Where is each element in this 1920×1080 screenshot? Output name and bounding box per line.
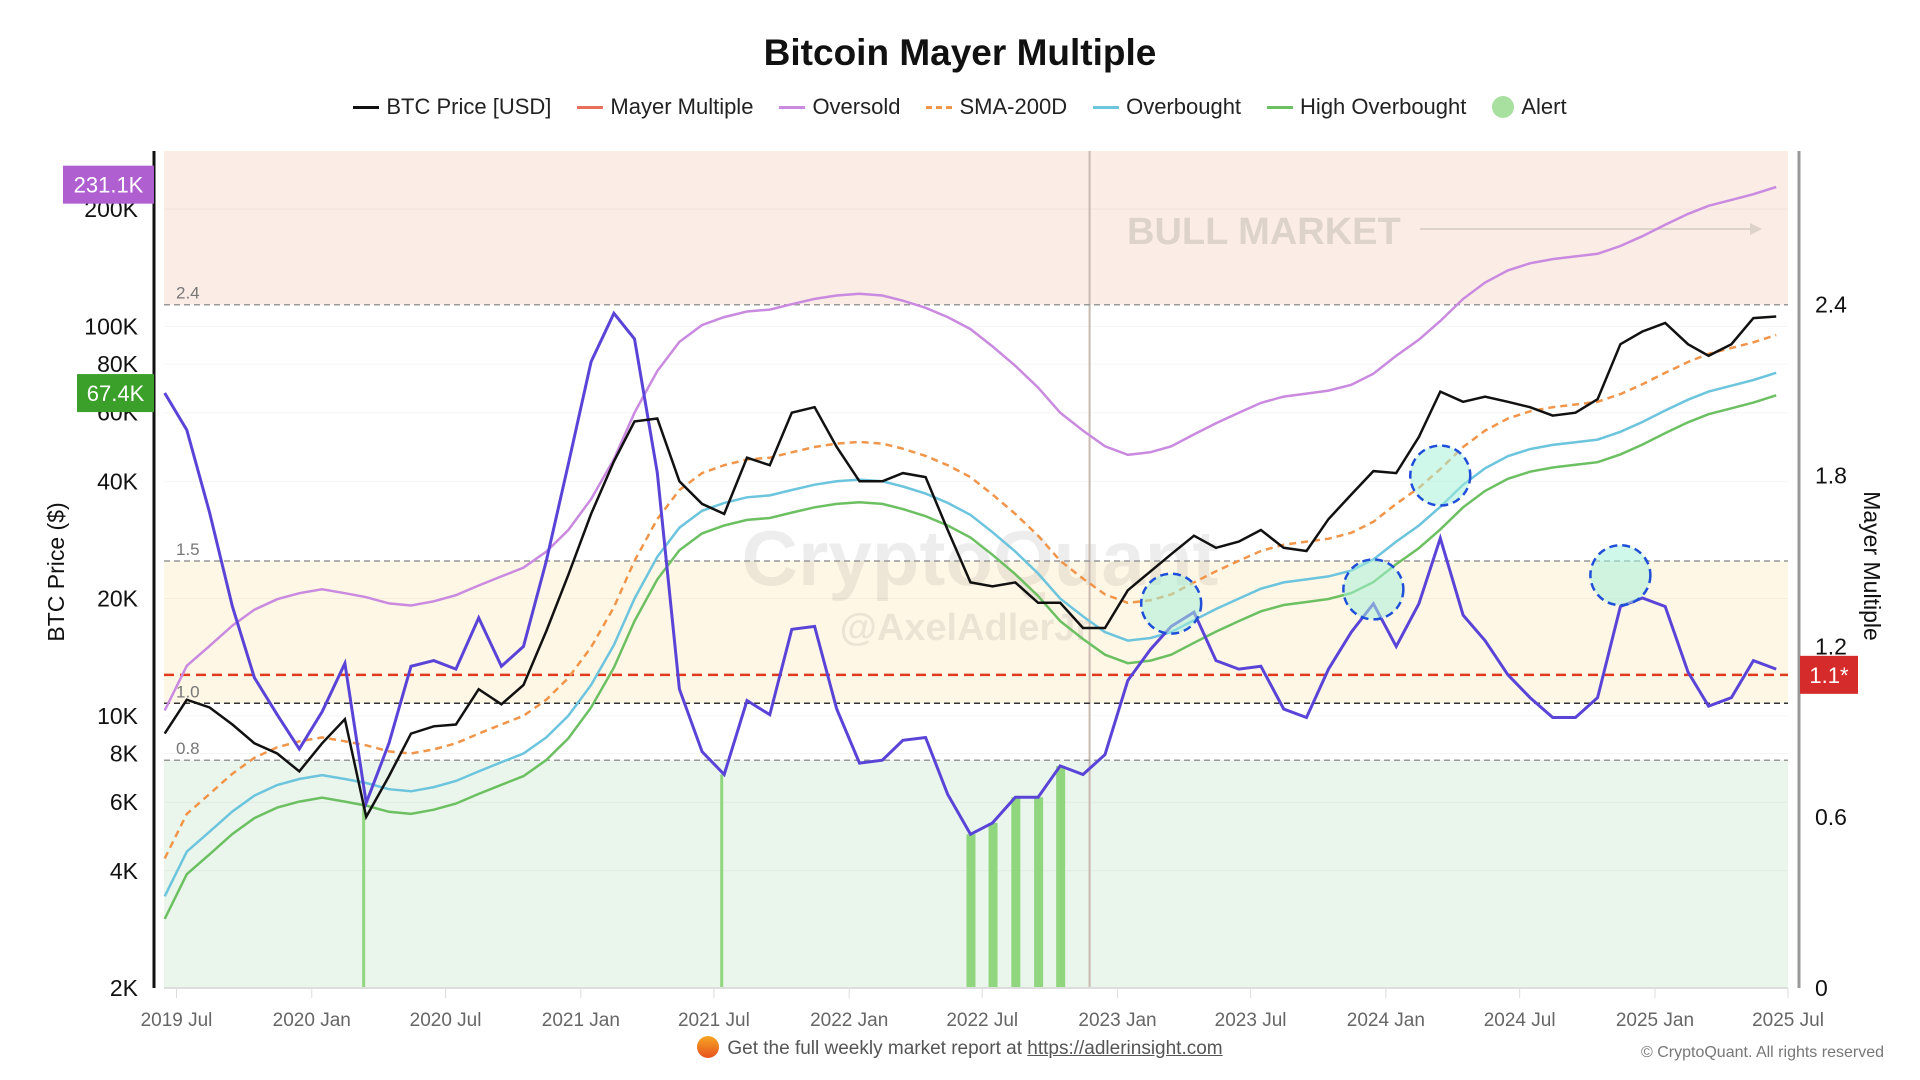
- legend-swatch: [1093, 105, 1120, 109]
- chart-title: Bitcoin Mayer Multiple: [763, 32, 1157, 73]
- legend-item[interactable]: High Overbought: [1267, 94, 1466, 120]
- y-right-tick-label: 1.2: [1815, 633, 1847, 659]
- x-tick-label: 2023 Jul: [1215, 1010, 1287, 1031]
- legend-item[interactable]: Mayer Multiple: [577, 94, 753, 120]
- btc-price-line: [163, 315, 1777, 821]
- alert-dot-icon: [1492, 96, 1515, 118]
- copyright: © CryptoQuant. All rights reserved: [1641, 1044, 1884, 1061]
- legend-label: High Overbought: [1300, 94, 1467, 119]
- threshold-label: 1.0: [176, 682, 200, 701]
- x-tick-label: 2021 Jul: [678, 1010, 750, 1031]
- y-left-tick-label: 20K: [97, 586, 139, 612]
- alert-bar: [720, 774, 724, 988]
- alert-bar: [1011, 797, 1021, 988]
- x-tick-label: 2024 Jul: [1484, 1010, 1556, 1031]
- value-badge-label: 231.1K: [74, 173, 144, 198]
- legend-swatch: [577, 105, 604, 109]
- y-right-tick-label: 2.4: [1815, 292, 1847, 318]
- footer-link[interactable]: https://adlerinsight.com: [1027, 1038, 1223, 1059]
- threshold-label: 0.8: [176, 739, 200, 758]
- value-badge: [63, 165, 154, 204]
- legend-swatch: [353, 105, 380, 109]
- mayer-multiple-line: [163, 310, 1777, 837]
- alert-bar: [966, 834, 976, 988]
- alert-bar: [1056, 765, 1066, 988]
- alert-circle: [1139, 572, 1203, 635]
- y-left-axis-label: BTC Price ($): [43, 502, 69, 641]
- y-left-tick-label: 4K: [110, 858, 139, 884]
- alert-circle: [1409, 444, 1472, 507]
- x-tick-label: 2023 Jan: [1078, 1010, 1156, 1031]
- adler-logo-icon: [697, 1036, 720, 1058]
- arrow-head-icon: [1750, 223, 1762, 235]
- alert-bar: [988, 822, 998, 988]
- legend-item[interactable]: Alert: [1492, 94, 1567, 120]
- x-tick-label: 2025 Jan: [1616, 1010, 1694, 1031]
- alert-circle: [1589, 543, 1652, 607]
- x-tick-label: 2020 Jan: [273, 1010, 351, 1031]
- footer-text: Get the full weekly market report at: [727, 1038, 1022, 1059]
- value-badge: [77, 374, 154, 413]
- y-left-tick-label: 6K: [110, 789, 139, 815]
- bull-market-label: BULL MARKET: [1127, 211, 1401, 253]
- value-badge-label: 67.4K: [87, 381, 145, 406]
- overbought-line: [163, 371, 1777, 897]
- legend-swatch: [926, 105, 953, 109]
- legend-item[interactable]: SMA-200D: [926, 94, 1067, 120]
- y-right-tick-label: 0: [1815, 975, 1828, 1001]
- y-left-tick-label: 80K: [97, 351, 139, 377]
- x-tick-label: 2022 Jul: [946, 1010, 1018, 1031]
- legend-item[interactable]: Oversold: [779, 94, 900, 120]
- alert-bar: [362, 802, 366, 988]
- y-right-axis-label: Mayer Multiple: [1859, 491, 1885, 641]
- legend-label: Overbought: [1126, 94, 1242, 119]
- y-left-tick-label: 100K: [84, 313, 138, 339]
- zone-band: [164, 760, 1788, 988]
- y-left-tick-label: 2K: [110, 975, 139, 1001]
- alert-circle: [1342, 558, 1405, 621]
- legend-swatch: [1267, 105, 1294, 109]
- legend-swatch: [779, 105, 806, 109]
- alert-bar: [1034, 797, 1044, 988]
- y-right-tick-label: 1.8: [1815, 463, 1847, 489]
- x-tick-label: 2025 Jul: [1752, 1010, 1824, 1031]
- value-badge-label: 1.1*: [1809, 663, 1849, 688]
- legend-label: Oversold: [812, 94, 901, 119]
- y-left-tick-label: 8K: [110, 741, 139, 767]
- threshold-label: 2.4: [176, 284, 200, 303]
- legend-label: BTC Price [USD]: [386, 94, 552, 119]
- oversold-line: [163, 185, 1777, 712]
- legend-item[interactable]: Overbought: [1093, 94, 1241, 120]
- x-tick-label: 2021 Jan: [542, 1010, 620, 1031]
- y-right-tick-label: 0.6: [1815, 804, 1847, 830]
- y-left-tick-label: 40K: [97, 468, 139, 494]
- x-tick-label: 2024 Jan: [1347, 1010, 1425, 1031]
- x-tick-label: 2019 Jul: [141, 1010, 213, 1031]
- legend-label: Mayer Multiple: [610, 94, 754, 119]
- x-tick-label: 2020 Jul: [410, 1010, 482, 1031]
- threshold-label: 1.5: [176, 540, 200, 559]
- high-overbought-line: [163, 394, 1777, 920]
- y-left-tick-label: 10K: [97, 703, 139, 729]
- legend: BTC Price [USD] Mayer Multiple Oversold SMA…: [0, 94, 1920, 120]
- watermark-cryptoquant: CryptoQuant: [742, 514, 1219, 602]
- legend-label: Alert: [1521, 94, 1567, 119]
- footer: Get the full weekly market report at htt…: [0, 1036, 1920, 1060]
- value-badge: [1800, 655, 1858, 694]
- legend-item[interactable]: BTC Price [USD]: [353, 94, 551, 120]
- zone-band: [164, 151, 1788, 305]
- legend-label: SMA-200D: [959, 94, 1068, 119]
- sma-200d-line: [163, 333, 1777, 860]
- watermark-author: @AxelAdlerJr: [840, 607, 1091, 649]
- zone-band: [164, 560, 1788, 704]
- x-tick-label: 2022 Jan: [810, 1010, 888, 1031]
